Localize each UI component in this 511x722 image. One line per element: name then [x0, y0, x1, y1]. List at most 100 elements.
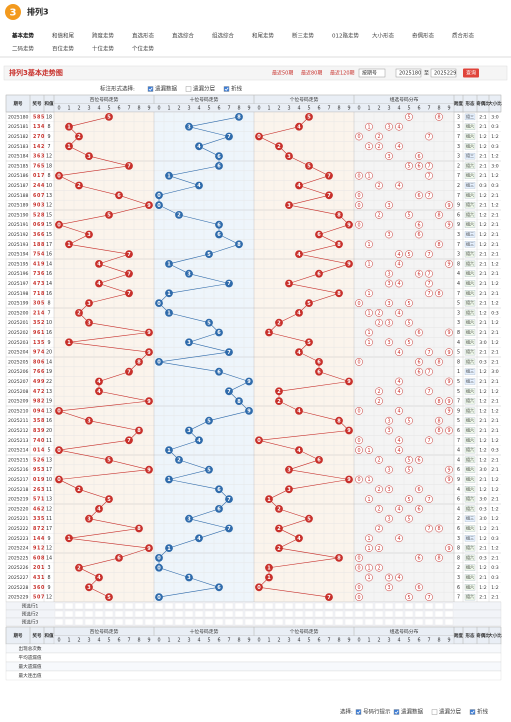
- option-checkbox[interactable]: [147, 86, 154, 92]
- preselect-cell[interactable]: [204, 602, 214, 610]
- preselect-cell[interactable]: [404, 602, 414, 610]
- preselect-cell[interactable]: [284, 618, 294, 626]
- preselect-cell[interactable]: [314, 610, 324, 618]
- preselect-cell[interactable]: [324, 618, 334, 626]
- nav-tab[interactable]: 直选形态: [132, 32, 155, 40]
- nav-tab[interactable]: 大小形态: [372, 32, 395, 40]
- preselect-cell[interactable]: [134, 618, 144, 626]
- preselect-cell[interactable]: [274, 610, 284, 618]
- preselect-cell[interactable]: [54, 602, 64, 610]
- preselect-cell[interactable]: [444, 610, 454, 618]
- preselect-cell[interactable]: [274, 602, 284, 610]
- preselect-cell[interactable]: [234, 602, 244, 610]
- preselect-cell[interactable]: [64, 610, 74, 618]
- to-input[interactable]: [430, 68, 457, 78]
- preselect-cell[interactable]: [84, 602, 94, 610]
- nav-tab[interactable]: 百位走势: [52, 45, 75, 53]
- preselect-cell[interactable]: [374, 602, 384, 610]
- preselect-cell[interactable]: [224, 602, 234, 610]
- preselect-cell[interactable]: [154, 618, 164, 626]
- preselect-cell[interactable]: [364, 602, 374, 610]
- preselect-cell[interactable]: [194, 610, 204, 618]
- nav-tab[interactable]: 质合形态: [452, 32, 475, 40]
- preselect-cell[interactable]: [294, 610, 304, 618]
- preselect-cell[interactable]: [144, 610, 154, 618]
- preselect-cell[interactable]: [134, 610, 144, 618]
- preselect-cell[interactable]: [164, 618, 174, 626]
- preselect-cell[interactable]: [64, 618, 74, 626]
- preselect-cell[interactable]: [434, 602, 444, 610]
- preselect-cell[interactable]: [104, 618, 114, 626]
- footer-checkbox[interactable]: [393, 709, 400, 715]
- preselect-cell[interactable]: [244, 602, 254, 610]
- preselect-cell[interactable]: [144, 618, 154, 626]
- preselect-cell[interactable]: [54, 610, 64, 618]
- preselect-cell[interactable]: [104, 610, 114, 618]
- preselect-cell[interactable]: [354, 610, 364, 618]
- preselect-cell[interactable]: [274, 618, 284, 626]
- preselect-cell[interactable]: [424, 618, 434, 626]
- preselect-cell[interactable]: [114, 618, 124, 626]
- footer-checkbox[interactable]: [355, 709, 362, 715]
- preselect-cell[interactable]: [194, 602, 204, 610]
- preselect-cell[interactable]: [384, 602, 394, 610]
- preselect-cell[interactable]: [444, 602, 454, 610]
- preselect-cell[interactable]: [164, 602, 174, 610]
- preselect-cell[interactable]: [324, 602, 334, 610]
- preselect-cell[interactable]: [324, 610, 334, 618]
- preselect-cell[interactable]: [154, 602, 164, 610]
- period-link[interactable]: 最近50期: [272, 70, 293, 77]
- preselect-cell[interactable]: [404, 618, 414, 626]
- preselect-cell[interactable]: [334, 602, 344, 610]
- preselect-cell[interactable]: [124, 610, 134, 618]
- preselect-cell[interactable]: [434, 610, 444, 618]
- preselect-cell[interactable]: [284, 602, 294, 610]
- preselect-cell[interactable]: [364, 610, 374, 618]
- preselect-cell[interactable]: [214, 610, 224, 618]
- preselect-cell[interactable]: [214, 602, 224, 610]
- preselect-cell[interactable]: [354, 602, 364, 610]
- preselect-cell[interactable]: [424, 610, 434, 618]
- query-button[interactable]: [463, 68, 479, 78]
- preselect-cell[interactable]: [164, 610, 174, 618]
- option-checkbox[interactable]: [223, 86, 230, 92]
- preselect-cell[interactable]: [184, 602, 194, 610]
- nav-tab[interactable]: 二码走势: [12, 45, 35, 53]
- preselect-cell[interactable]: [334, 618, 344, 626]
- preselect-cell[interactable]: [104, 602, 114, 610]
- preselect-cell[interactable]: [264, 602, 274, 610]
- preselect-cell[interactable]: [94, 602, 104, 610]
- preselect-cell[interactable]: [414, 602, 424, 610]
- preselect-cell[interactable]: [294, 618, 304, 626]
- preselect-cell[interactable]: [74, 618, 84, 626]
- preselect-cell[interactable]: [334, 610, 344, 618]
- footer-checkbox[interactable]: [431, 709, 438, 715]
- preselect-cell[interactable]: [194, 618, 204, 626]
- preselect-cell[interactable]: [114, 610, 124, 618]
- preselect-cell[interactable]: [204, 610, 214, 618]
- period-link[interactable]: 最近80期: [301, 70, 322, 77]
- preselect-cell[interactable]: [174, 610, 184, 618]
- nav-tab[interactable]: 十位走势: [92, 45, 115, 53]
- preselect-cell[interactable]: [314, 602, 324, 610]
- preselect-cell[interactable]: [204, 618, 214, 626]
- preselect-cell[interactable]: [374, 610, 384, 618]
- nav-tab[interactable]: 组选综合: [212, 32, 235, 40]
- preselect-cell[interactable]: [174, 602, 184, 610]
- preselect-cell[interactable]: [144, 602, 154, 610]
- preselect-cell[interactable]: [314, 618, 324, 626]
- preselect-cell[interactable]: [224, 618, 234, 626]
- preselect-cell[interactable]: [444, 618, 454, 626]
- preselect-cell[interactable]: [414, 610, 424, 618]
- preselect-cell[interactable]: [344, 610, 354, 618]
- preselect-cell[interactable]: [354, 618, 364, 626]
- nav-tab[interactable]: 跨度走势: [92, 32, 115, 40]
- preselect-cell[interactable]: [64, 602, 74, 610]
- preselect-cell[interactable]: [344, 618, 354, 626]
- preselect-cell[interactable]: [394, 618, 404, 626]
- preselect-cell[interactable]: [404, 610, 414, 618]
- preselect-cell[interactable]: [124, 618, 134, 626]
- nav-tab[interactable]: 个位走势: [132, 45, 155, 53]
- preselect-cell[interactable]: [344, 602, 354, 610]
- nav-tab[interactable]: 断三走势: [292, 32, 315, 40]
